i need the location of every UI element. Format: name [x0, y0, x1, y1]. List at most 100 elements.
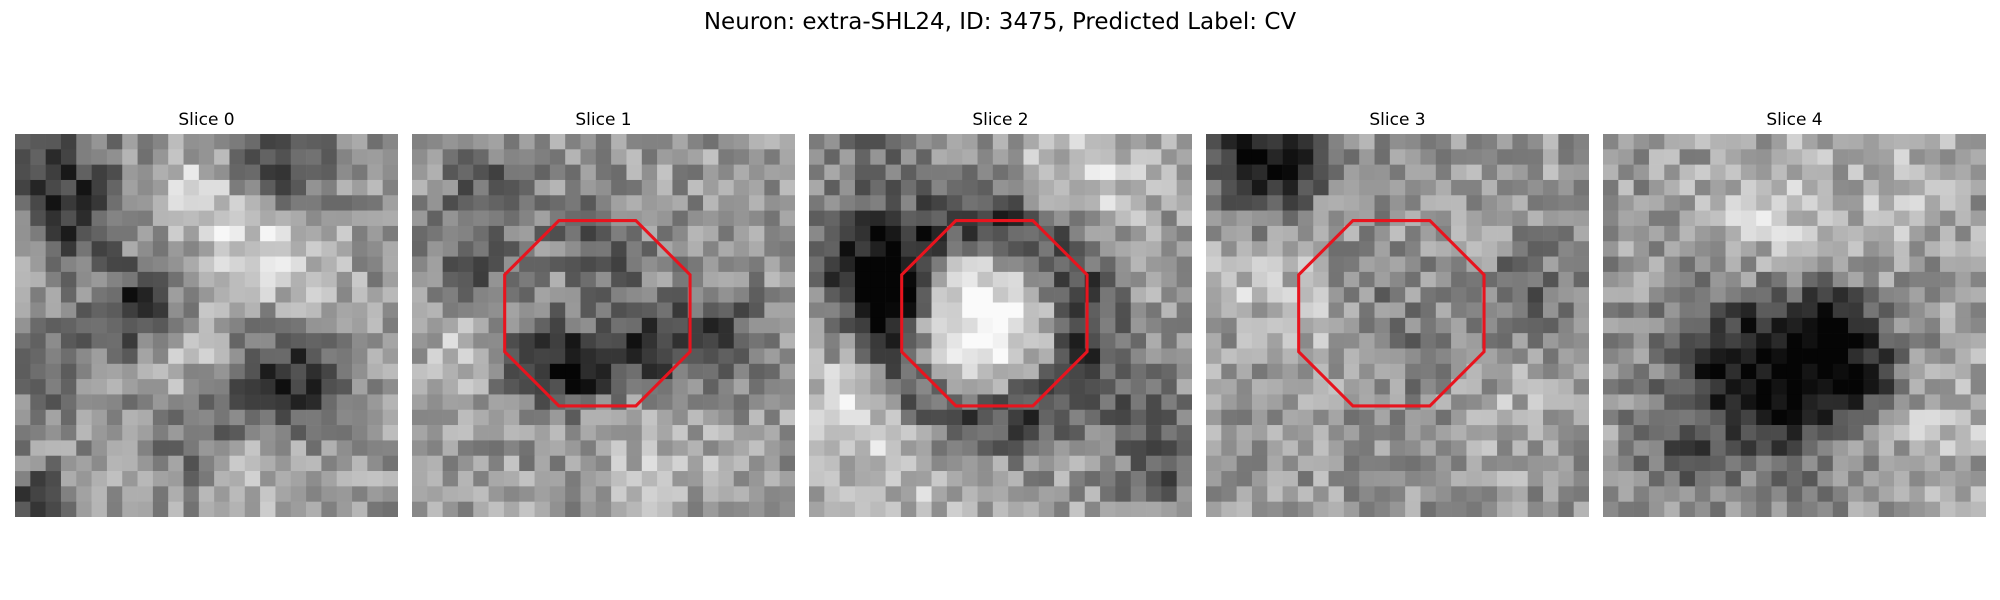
- pixel: [321, 210, 338, 227]
- pixel: [1558, 225, 1574, 242]
- pixel: [611, 287, 627, 303]
- pixel: [1221, 256, 1237, 273]
- pixel: [1756, 409, 1772, 426]
- pixel: [1221, 271, 1237, 288]
- pixel: [1603, 486, 1619, 502]
- pixel: [779, 486, 795, 502]
- pixel: [1282, 440, 1299, 457]
- pixel: [412, 287, 428, 303]
- pixel: [1297, 379, 1314, 395]
- pixel: [412, 271, 428, 288]
- pixel: [244, 149, 261, 165]
- pixel: [1374, 394, 1391, 411]
- pixel: [473, 225, 489, 242]
- pixel: [91, 225, 108, 242]
- pixel: [1115, 379, 1132, 395]
- pixel: [1481, 241, 1498, 257]
- pixel: [1420, 440, 1437, 457]
- pixel: [1832, 471, 1849, 487]
- pixel: [565, 394, 581, 411]
- pixel: [824, 271, 840, 288]
- pixel: [1924, 455, 1941, 472]
- pixel: [1648, 394, 1665, 411]
- pixel: [1756, 241, 1772, 257]
- pixel: [1084, 287, 1101, 303]
- pixel: [1573, 302, 1589, 319]
- pixel: [1633, 455, 1650, 472]
- pixel: [1694, 210, 1711, 227]
- pixel: [641, 409, 658, 426]
- pixel: [1100, 379, 1116, 395]
- pixel: [1374, 271, 1391, 288]
- pixel: [779, 501, 795, 517]
- pixel: [703, 317, 719, 334]
- pixel: [1206, 394, 1222, 411]
- pixel: [992, 471, 1009, 487]
- pixel: [1282, 271, 1299, 288]
- pixel: [641, 471, 658, 487]
- pixel: [977, 179, 994, 196]
- pixel: [1100, 471, 1116, 487]
- pixel: [1725, 225, 1742, 242]
- pixel: [534, 501, 551, 517]
- pixel: [916, 271, 932, 288]
- pixel: [749, 302, 765, 319]
- pixel: [1848, 317, 1864, 334]
- pixel: [488, 409, 505, 426]
- pixel: [962, 501, 978, 517]
- pixel: [382, 287, 398, 303]
- pixel: [1084, 501, 1101, 517]
- pixel: [749, 333, 765, 349]
- pixel: [1710, 363, 1726, 380]
- pixel: [1573, 425, 1589, 441]
- pixel: [626, 440, 643, 457]
- pixel: [15, 225, 31, 242]
- pixel: [1648, 195, 1665, 211]
- pixel: [1451, 179, 1467, 196]
- pixel: [427, 302, 443, 319]
- pixel: [229, 287, 246, 303]
- pixel: [1481, 363, 1498, 380]
- pixel: [1694, 241, 1711, 257]
- pixel: [122, 363, 138, 380]
- pixel: [336, 455, 353, 472]
- pixel: [1863, 210, 1880, 227]
- pixel: [809, 486, 825, 502]
- pixel: [1909, 210, 1926, 227]
- pixel: [1497, 256, 1513, 273]
- pixel: [1756, 425, 1772, 441]
- pixel: [1451, 486, 1467, 502]
- pixel: [519, 425, 535, 441]
- pixel: [549, 164, 566, 181]
- pixel: [1435, 471, 1452, 487]
- pixel: [764, 195, 780, 211]
- pixel: [534, 149, 551, 165]
- pixel: [1481, 471, 1498, 487]
- pixel: [352, 179, 368, 196]
- pixel: [1054, 333, 1070, 349]
- pixel: [1603, 471, 1619, 487]
- pixel: [1771, 455, 1788, 472]
- pixel: [1527, 379, 1544, 395]
- pixel: [992, 455, 1009, 472]
- pixel: [962, 210, 978, 227]
- pixel: [1206, 317, 1222, 334]
- pixel: [1694, 271, 1711, 288]
- pixel: [1756, 486, 1772, 502]
- pixel: [1573, 501, 1589, 517]
- pixel: [672, 394, 689, 411]
- pixel: [1161, 455, 1177, 472]
- pixel: [91, 164, 108, 181]
- pixel: [1115, 134, 1132, 150]
- pixel: [1786, 164, 1803, 181]
- pixel: [1848, 440, 1864, 457]
- pixel: [824, 164, 840, 181]
- pixel: [687, 149, 704, 165]
- pixel: [382, 455, 398, 472]
- pixel: [1100, 256, 1116, 273]
- pixel: [457, 333, 474, 349]
- pixel: [1146, 256, 1162, 273]
- pixel: [336, 394, 353, 411]
- pixel: [1038, 409, 1055, 426]
- pixel: [1313, 394, 1329, 411]
